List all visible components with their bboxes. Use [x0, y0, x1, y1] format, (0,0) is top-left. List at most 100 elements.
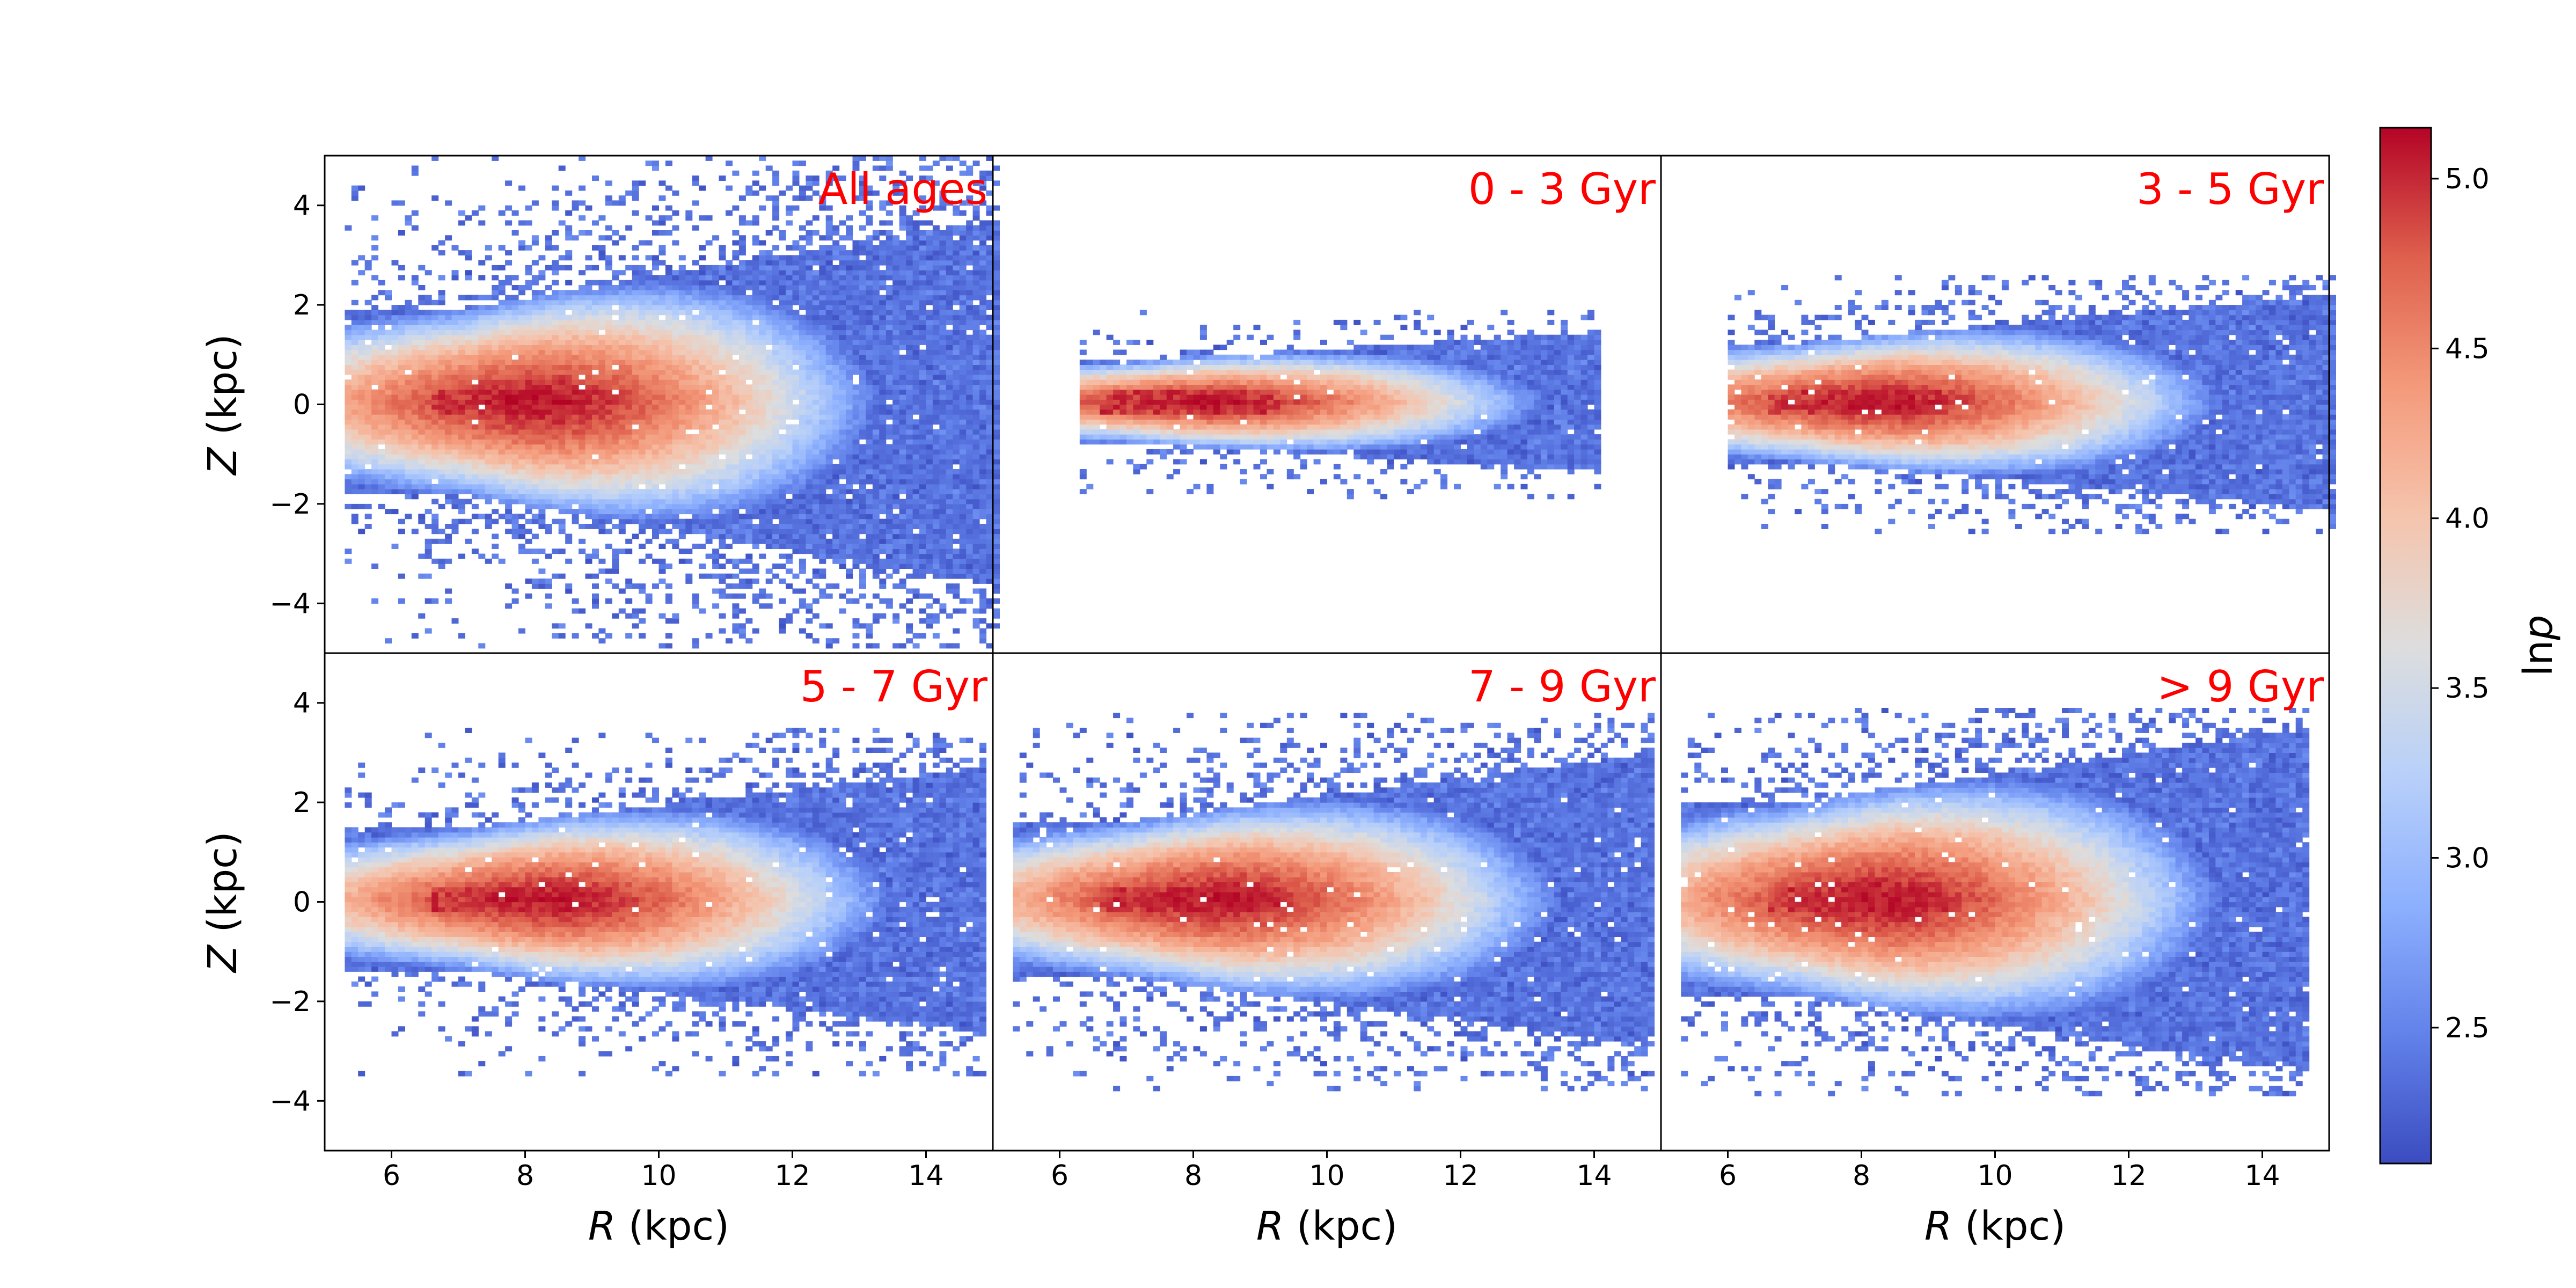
heatmap-cell	[371, 454, 378, 459]
heatmap-cell	[545, 579, 552, 584]
heatmap-cell	[352, 355, 358, 360]
heatmap-cell	[412, 429, 419, 435]
heatmap-cell	[358, 394, 365, 400]
heatmap-cell	[405, 330, 412, 335]
heatmap-cell	[352, 444, 358, 450]
heatmap-cell	[405, 459, 412, 465]
heatmap-cell	[371, 449, 378, 455]
heatmap-cell	[505, 405, 512, 410]
heatmap-cell	[505, 509, 512, 514]
heatmap-cell	[412, 419, 419, 425]
heatmap-cell	[358, 399, 365, 405]
heatmap-cell	[512, 459, 519, 465]
heatmap-cell	[452, 474, 459, 479]
heatmap-cell	[398, 350, 405, 355]
heatmap-cell	[452, 524, 459, 529]
heatmap-cell	[425, 425, 432, 430]
heatmap-cell	[525, 494, 532, 499]
heatmap-cell	[518, 290, 525, 295]
heatmap-cell	[431, 444, 438, 450]
heatmap-cell	[472, 364, 479, 370]
heatmap-cell	[378, 345, 385, 350]
heatmap-cell	[552, 295, 559, 301]
heatmap-cell	[492, 519, 499, 524]
heatmap-cell	[352, 345, 358, 350]
heatmap-cell	[358, 360, 365, 365]
heatmap-cell	[445, 559, 452, 564]
heatmap-cell	[499, 444, 506, 450]
heatmap-cell	[385, 429, 392, 435]
heatmap-cell	[465, 315, 472, 320]
heatmap-cell	[425, 484, 432, 489]
heatmap-cell	[445, 375, 452, 380]
heatmap-cell	[371, 459, 378, 465]
heatmap-cell	[445, 434, 452, 440]
heatmap-cell	[445, 589, 452, 594]
heatmap-cell	[512, 300, 519, 305]
heatmap-cell	[418, 300, 425, 305]
heatmap-cell	[499, 360, 506, 365]
heatmap-cell	[545, 379, 552, 385]
heatmap-cell	[552, 370, 559, 375]
heatmap-cell	[412, 171, 419, 176]
heatmap-cell	[505, 399, 512, 405]
heatmap-cell	[485, 419, 492, 425]
heatmap-cell	[438, 390, 445, 395]
heatmap-cell	[358, 370, 365, 375]
heatmap-cell	[431, 364, 438, 370]
heatmap-cell	[431, 360, 438, 365]
heatmap-cell	[478, 479, 485, 485]
heatmap-cell	[505, 529, 512, 534]
heatmap-cell	[518, 335, 525, 340]
heatmap-cell	[431, 529, 438, 534]
heatmap-cell	[431, 394, 438, 400]
heatmap-cell	[465, 419, 472, 425]
heatmap-cell	[518, 534, 525, 539]
heatmap-cell	[465, 469, 472, 474]
heatmap-cell	[405, 384, 412, 390]
heatmap-cell	[392, 350, 399, 355]
heatmap-cell	[358, 434, 365, 440]
heatmap-cell	[505, 330, 512, 335]
heatmap-cell	[472, 325, 479, 330]
heatmap-cell	[499, 464, 506, 470]
heatmap-cell	[358, 379, 365, 385]
heatmap-cell	[492, 379, 499, 385]
heatmap-cell	[378, 409, 385, 415]
heatmap-cell	[358, 375, 365, 380]
heatmap-cell	[545, 414, 552, 420]
heatmap-cell	[452, 384, 459, 390]
heatmap-cell	[392, 370, 399, 375]
heatmap-cell	[438, 434, 445, 440]
heatmap-cell	[485, 399, 492, 405]
heatmap-cell	[512, 364, 519, 370]
heatmap-cell	[492, 355, 499, 360]
heatmap-cell	[438, 504, 445, 509]
heatmap-cell	[465, 439, 472, 444]
heatmap-cell	[465, 454, 472, 459]
heatmap-cell	[505, 325, 512, 330]
heatmap-cell	[445, 414, 452, 420]
heatmap-cell	[371, 474, 378, 479]
heatmap-cell	[392, 379, 399, 385]
heatmap-cell	[485, 524, 492, 529]
heatmap-cell	[438, 345, 445, 350]
heatmap-cell	[365, 330, 372, 335]
heatmap-cell	[478, 310, 485, 315]
heatmap-cell	[472, 295, 479, 301]
heatmap-cell	[505, 444, 512, 450]
heatmap-cell	[458, 320, 465, 325]
heatmap-cell	[478, 439, 485, 444]
heatmap-cell	[358, 419, 365, 425]
heatmap-cell	[392, 425, 399, 430]
heatmap-cell	[465, 370, 472, 375]
heatmap-cell	[425, 340, 432, 345]
heatmap-cell	[431, 195, 438, 201]
heatmap-cell	[478, 260, 485, 266]
heatmap-cell	[452, 449, 459, 455]
heatmap-cell	[452, 310, 459, 315]
heatmap-cell	[378, 350, 385, 355]
heatmap-cell	[532, 235, 539, 240]
heatmap-cell	[392, 375, 399, 380]
heatmap-cell	[478, 469, 485, 474]
